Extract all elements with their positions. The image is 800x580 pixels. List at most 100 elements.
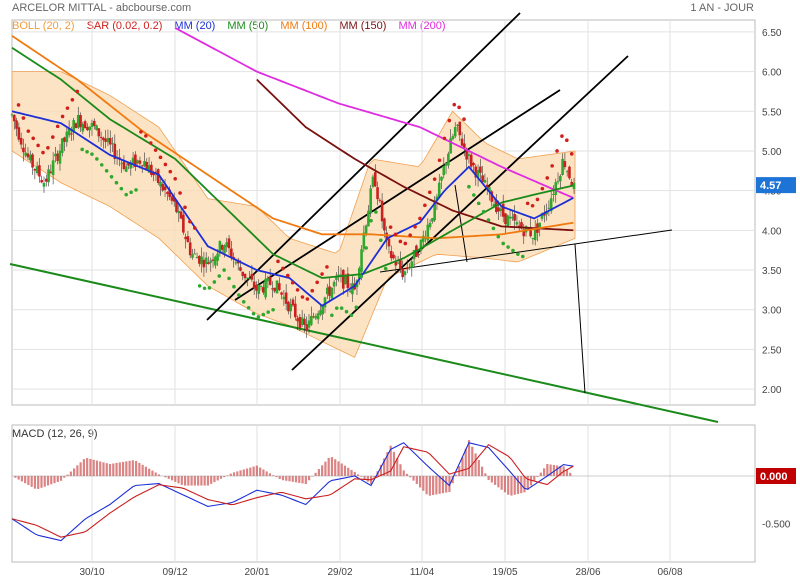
macd-histogram-bar: [317, 469, 320, 476]
macd-histogram-bar: [121, 461, 125, 476]
macd-histogram-bar: [265, 471, 268, 476]
candle-body: [421, 235, 425, 242]
candle-body: [172, 197, 176, 202]
candle-body: [284, 292, 288, 304]
candle-body: [204, 257, 208, 264]
macd-histogram-bar: [131, 460, 134, 476]
candle-body: [444, 162, 448, 166]
candle-body: [255, 284, 258, 291]
last-price-value: 4.57: [760, 180, 781, 192]
macd-histogram-bar: [308, 476, 311, 481]
candle-body: [90, 122, 94, 127]
macd-histogram-bar: [249, 467, 252, 476]
sar-dot: [393, 232, 398, 237]
macd-histogram-bar: [441, 476, 445, 494]
sar-dot: [90, 152, 94, 156]
macd-histogram-bar: [516, 476, 520, 494]
macd-histogram-bar: [190, 476, 193, 486]
candle-body: [556, 181, 560, 183]
candle-body: [51, 160, 55, 176]
macd-histogram-bar: [454, 474, 458, 476]
macd-histogram-bar: [389, 445, 392, 476]
candle-body: [186, 236, 190, 243]
candle-body: [499, 208, 503, 212]
candle-body: [531, 237, 535, 239]
macd-histogram-bar: [89, 458, 92, 476]
candle-body: [262, 287, 265, 293]
macd-histogram-bar: [539, 472, 542, 476]
price-tick-label: 5.50: [762, 107, 782, 118]
sar-dot: [467, 184, 471, 189]
sar-dot: [31, 136, 36, 141]
candle-body: [31, 154, 34, 168]
candle-body: [303, 318, 306, 325]
macd-histogram-bar: [477, 460, 480, 476]
macd-histogram-bar: [471, 446, 474, 476]
macd-histogram-bar: [510, 476, 513, 496]
candle-body: [520, 222, 523, 229]
candle-body: [485, 184, 489, 189]
candle-body: [341, 269, 345, 289]
macd-panel: [11, 424, 756, 563]
candle-body: [357, 268, 361, 279]
sar-dot: [139, 130, 143, 134]
candle-body: [22, 147, 25, 153]
candle-body: [83, 121, 87, 129]
candle-body: [337, 274, 341, 276]
sar-dot: [447, 118, 452, 123]
candle-body: [316, 313, 320, 320]
macd-histogram-bar: [148, 468, 151, 476]
candle-body: [321, 305, 325, 315]
sar-dot: [476, 201, 481, 206]
sar-dot: [374, 210, 378, 214]
candle-body: [451, 136, 455, 140]
candle-body: [465, 148, 468, 160]
sar-dot: [437, 158, 442, 163]
candle-body: [479, 166, 482, 173]
macd-histogram-bar: [526, 476, 529, 490]
macd-histogram-bar: [438, 476, 441, 494]
candle-body: [561, 158, 564, 175]
macd-histogram-bar: [95, 460, 99, 476]
sar-dot: [403, 241, 408, 246]
sar-dot: [109, 174, 114, 179]
sar-dot: [21, 116, 26, 120]
candle-body: [428, 222, 432, 228]
macd-histogram-bar: [327, 457, 330, 476]
candle-body: [467, 154, 471, 156]
candle-body: [405, 267, 409, 270]
macd-histogram-bar: [275, 476, 278, 478]
candle-body: [492, 203, 496, 207]
macd-histogram-bar: [30, 476, 33, 487]
sar-dot: [50, 135, 55, 139]
candle-body: [453, 127, 457, 137]
candle-body: [60, 138, 64, 153]
sar-dot: [222, 268, 226, 272]
candle-body: [282, 296, 286, 300]
macd-histogram-bar: [33, 476, 37, 489]
candle-body: [198, 255, 201, 264]
sar-dot: [310, 288, 315, 293]
candle-body: [351, 283, 354, 295]
candle-body: [131, 157, 135, 165]
date-tick-label: 11/04: [410, 567, 435, 578]
price-tick-label: 3.50: [762, 266, 782, 277]
candle-body: [399, 259, 402, 270]
sar-dot: [114, 180, 119, 185]
macd-histogram-bar: [285, 476, 288, 481]
macd-histogram-bar: [66, 474, 69, 476]
candle-body: [159, 181, 162, 187]
candle-body: [403, 271, 407, 276]
candle-body: [76, 114, 80, 128]
macd-histogram-bar: [59, 476, 63, 481]
candle-body: [392, 254, 395, 259]
macd-histogram-bar: [255, 465, 258, 476]
candle-body: [364, 225, 368, 235]
sar-dot: [462, 117, 466, 122]
macd-histogram-bar: [487, 476, 490, 480]
sar-dot: [46, 146, 50, 150]
macd-histogram-bar: [523, 476, 526, 493]
sar-dot: [344, 309, 349, 314]
sar-dot: [423, 203, 427, 208]
